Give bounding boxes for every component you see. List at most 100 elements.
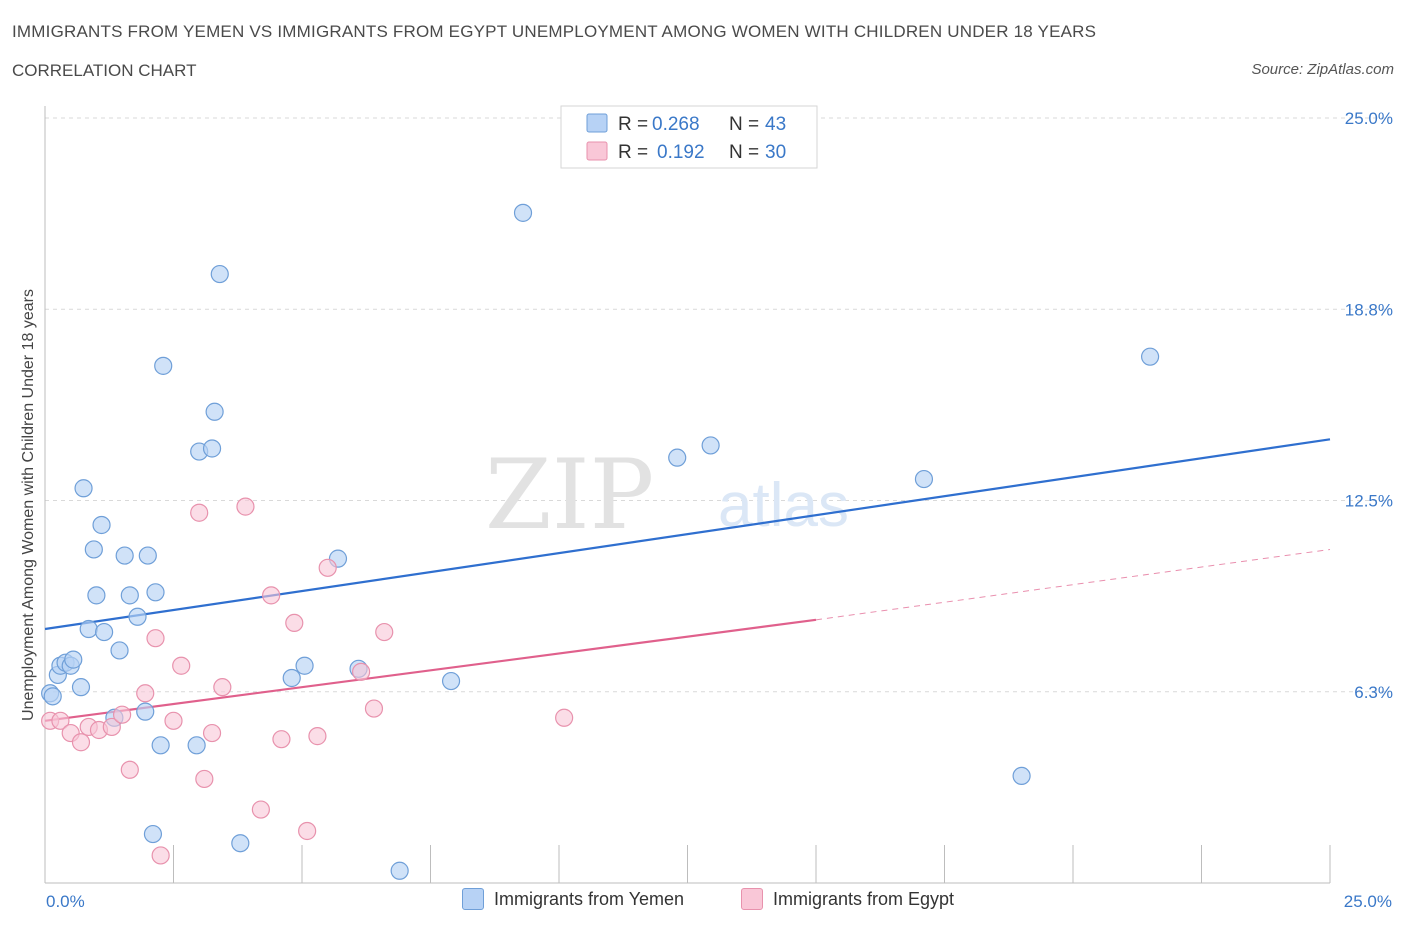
point-yemen-18 — [128, 607, 147, 626]
y-tick-label-2: 12.5% — [1345, 492, 1393, 511]
point-egypt-8 — [120, 760, 139, 779]
point-yemen-15 — [110, 641, 129, 660]
y-axis-label-wrap: Unemployment Among Women with Children U… — [14, 130, 44, 880]
point-yemen-8 — [74, 479, 93, 498]
legend-bottom: Immigrants from Yemen Immigrants from Eg… — [0, 888, 1406, 918]
legend-n-value-yemen: 43 — [765, 114, 786, 135]
point-yemen-38 — [668, 448, 687, 467]
trendline-egypt-extension — [815, 548, 1331, 621]
trend-lines — [44, 438, 1331, 722]
y-tick-label-3: 6.3% — [1354, 683, 1393, 702]
x-axis-ticks — [173, 845, 1331, 883]
legend-n-label-yemen: N = — [729, 114, 759, 135]
point-yemen-20 — [138, 546, 157, 565]
legend-r-value-egypt: 0.192 — [657, 142, 705, 163]
point-yemen-35 — [390, 861, 409, 880]
point-egypt-13 — [172, 656, 191, 675]
legend-item-yemen: Immigrants from Yemen — [462, 888, 684, 910]
trendline-yemen — [44, 438, 1331, 631]
point-yemen-28 — [205, 402, 224, 421]
series-yemen-points — [41, 203, 1160, 880]
point-yemen-36 — [441, 671, 461, 691]
point-egypt-21 — [272, 730, 291, 749]
point-egypt-7 — [112, 705, 132, 724]
legend-top: R = 0.268 N = 43 R = 0.192 N = 30 — [560, 105, 818, 169]
point-egypt-28 — [375, 622, 394, 642]
point-yemen-30 — [231, 834, 250, 853]
point-yemen-23 — [151, 736, 170, 755]
point-yemen-9 — [79, 619, 98, 639]
point-egypt-25 — [318, 558, 337, 577]
point-yemen-25 — [187, 736, 206, 755]
legend-swatch-egypt-bottom — [741, 888, 763, 910]
point-egypt-16 — [202, 723, 222, 743]
point-yemen-39 — [701, 436, 720, 455]
point-yemen-10 — [84, 540, 103, 559]
point-yemen-13 — [95, 622, 114, 642]
legend-r-label-yemen: R = — [618, 114, 648, 135]
point-egypt-22 — [285, 613, 304, 633]
point-yemen-29 — [210, 264, 229, 284]
legend-swatch-yemen — [586, 113, 608, 133]
point-yemen-16 — [115, 546, 134, 565]
point-yemen-17 — [120, 586, 139, 605]
legend-n-label-egypt: N = — [729, 142, 759, 163]
point-egypt-3 — [71, 733, 91, 752]
y-tick-label-1: 18.8% — [1345, 300, 1393, 319]
point-egypt-17 — [213, 678, 232, 697]
watermark-zip: ZIP — [485, 439, 654, 551]
point-yemen-37 — [513, 203, 533, 222]
point-egypt-12 — [164, 711, 183, 730]
legend-swatch-egypt — [586, 141, 608, 161]
watermark-atlas: atlas — [718, 471, 849, 540]
legend-r-label-egypt: R = — [618, 142, 648, 163]
point-yemen-11 — [87, 586, 106, 605]
point-yemen-19 — [136, 702, 155, 721]
legend-r-value-yemen: 0.268 — [652, 114, 700, 135]
point-egypt-10 — [146, 629, 165, 648]
y-axis-label: Unemployment Among Women with Children U… — [20, 289, 37, 721]
point-egypt-26 — [352, 662, 371, 681]
point-yemen-22 — [146, 583, 165, 602]
point-yemen-1 — [43, 687, 62, 706]
point-yemen-27 — [202, 439, 222, 458]
point-yemen-24 — [154, 356, 173, 375]
point-egypt-19 — [251, 800, 270, 819]
point-egypt-15 — [195, 769, 214, 789]
chart-title: IMMIGRANTS FROM YEMEN VS IMMIGRANTS FROM… — [12, 22, 1097, 41]
point-yemen-7 — [71, 678, 91, 697]
point-egypt-9 — [136, 684, 155, 703]
grid-lines — [45, 117, 1390, 693]
trendline-egypt — [44, 618, 817, 722]
legend-swatch-yemen-bottom — [462, 888, 484, 910]
point-egypt-1 — [51, 711, 70, 730]
legend-label-yemen: Immigrants from Yemen — [494, 888, 685, 909]
point-egypt-29 — [555, 708, 574, 727]
point-yemen-12 — [92, 515, 111, 535]
point-yemen-40 — [914, 469, 934, 489]
x-tick-label-1: 25.0% — [1344, 892, 1392, 911]
point-yemen-31 — [282, 668, 301, 688]
legend-n-value-egypt: 30 — [765, 142, 786, 163]
y-tick-labels: 25.0% 18.8% 12.5% 6.3% — [1345, 109, 1393, 702]
point-yemen-21 — [143, 824, 163, 844]
point-egypt-18 — [236, 497, 255, 516]
point-yemen-32 — [295, 656, 314, 675]
point-yemen-41 — [1012, 766, 1031, 786]
point-egypt-14 — [190, 503, 209, 522]
legend-item-egypt: Immigrants from Egypt — [741, 888, 954, 910]
point-yemen-6 — [64, 650, 83, 669]
y-tick-label-0: 25.0% — [1345, 109, 1393, 128]
point-yemen-42 — [1140, 347, 1160, 366]
source-label: Source: ZipAtlas.com — [1251, 61, 1394, 78]
point-egypt-24 — [308, 727, 327, 746]
series-egypt-points — [41, 497, 574, 865]
point-egypt-11 — [151, 846, 170, 865]
point-egypt-20 — [262, 586, 281, 605]
legend-label-egypt: Immigrants from Egypt — [773, 888, 955, 909]
chart-subtitle: CORRELATION CHART — [12, 61, 197, 80]
point-egypt-27 — [364, 699, 384, 718]
point-egypt-23 — [298, 821, 317, 841]
point-egypt-6 — [102, 717, 121, 737]
